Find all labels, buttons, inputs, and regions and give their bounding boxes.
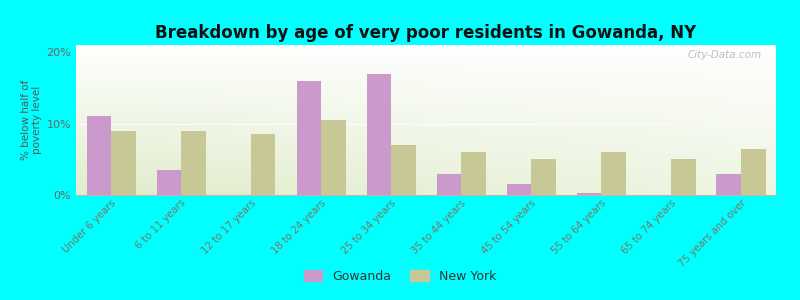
Bar bbox=[601, 152, 626, 195]
Bar bbox=[366, 74, 391, 195]
Bar bbox=[531, 159, 555, 195]
Bar bbox=[157, 170, 181, 195]
Y-axis label: % below half of
poverty level: % below half of poverty level bbox=[21, 80, 42, 160]
Bar bbox=[506, 184, 531, 195]
Bar bbox=[111, 131, 135, 195]
Legend: Gowanda, New York: Gowanda, New York bbox=[298, 265, 502, 288]
Bar bbox=[671, 159, 695, 195]
Bar bbox=[251, 134, 275, 195]
Bar bbox=[181, 131, 206, 195]
Bar bbox=[717, 174, 741, 195]
Bar bbox=[437, 174, 461, 195]
Title: Breakdown by age of very poor residents in Gowanda, NY: Breakdown by age of very poor residents … bbox=[155, 24, 697, 42]
Bar bbox=[461, 152, 486, 195]
Bar bbox=[297, 81, 321, 195]
Bar bbox=[321, 120, 346, 195]
Text: City-Data.com: City-Data.com bbox=[688, 50, 762, 59]
Bar bbox=[391, 145, 415, 195]
Bar bbox=[741, 148, 766, 195]
Bar bbox=[577, 193, 601, 195]
Bar bbox=[86, 116, 111, 195]
